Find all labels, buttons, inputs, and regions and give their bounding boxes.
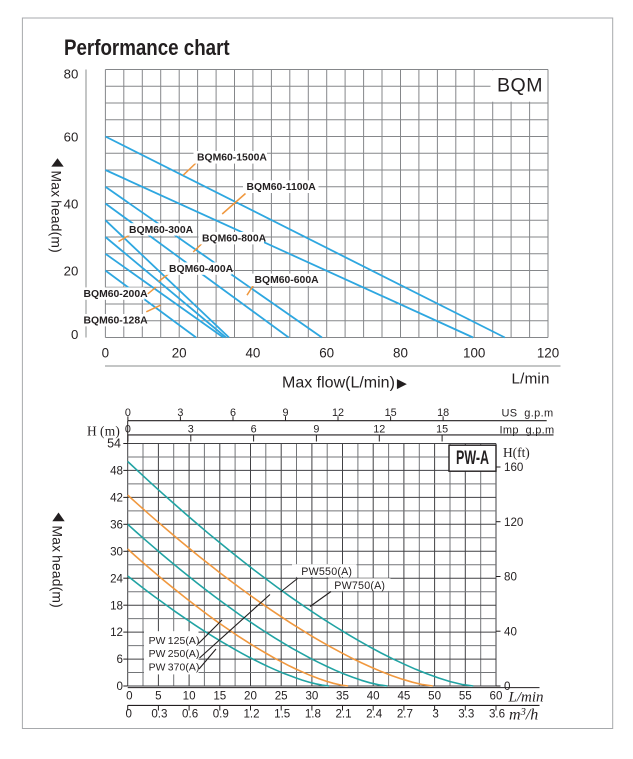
svg-text:30: 30 — [305, 690, 318, 703]
svg-text:40: 40 — [64, 196, 79, 211]
svg-text:0: 0 — [504, 680, 510, 693]
svg-text:US g.p.m: US g.p.m — [502, 407, 554, 419]
svg-text:BQM60-600A: BQM60-600A — [255, 275, 320, 286]
svg-text:42: 42 — [110, 492, 123, 505]
svg-text:20: 20 — [172, 345, 187, 360]
svg-text:12: 12 — [373, 424, 385, 436]
svg-text:12: 12 — [332, 407, 344, 419]
svg-text:55: 55 — [459, 690, 472, 703]
svg-text:0.6: 0.6 — [182, 708, 198, 721]
svg-text:40: 40 — [245, 345, 260, 360]
svg-text:3: 3 — [188, 424, 194, 436]
svg-text:60: 60 — [319, 345, 334, 360]
svg-text:BQM60-128A: BQM60-128A — [84, 316, 149, 327]
svg-text:6: 6 — [117, 653, 123, 666]
svg-text:120: 120 — [537, 345, 559, 360]
svg-text:48: 48 — [110, 465, 123, 478]
svg-text:20: 20 — [64, 263, 79, 278]
svg-text:9: 9 — [282, 407, 288, 419]
svg-text:30: 30 — [110, 545, 123, 558]
svg-text:BQM60-400A: BQM60-400A — [169, 264, 234, 275]
svg-text:m3/h: m3/h — [509, 707, 538, 724]
svg-text:0: 0 — [125, 708, 131, 721]
svg-text:36: 36 — [110, 518, 123, 531]
svg-text:BQM: BQM — [497, 75, 543, 97]
svg-text:160: 160 — [504, 461, 523, 474]
svg-text:PW 125(A): PW 125(A) — [149, 636, 200, 647]
svg-text:0.3: 0.3 — [151, 708, 167, 721]
svg-text:BQM60-300A: BQM60-300A — [129, 225, 194, 236]
svg-text:2.7: 2.7 — [397, 708, 413, 721]
svg-text:1.8: 1.8 — [305, 708, 321, 721]
svg-text:40: 40 — [504, 625, 517, 638]
svg-text:H(ft): H(ft) — [503, 445, 530, 460]
svg-text:24: 24 — [110, 572, 123, 585]
svg-text:50: 50 — [428, 690, 441, 703]
svg-text:80: 80 — [64, 67, 79, 82]
svg-text:0: 0 — [71, 327, 78, 342]
svg-text:45: 45 — [397, 690, 410, 703]
svg-text:PW 250(A): PW 250(A) — [149, 649, 200, 660]
svg-text:3.6: 3.6 — [489, 708, 505, 721]
svg-text:18: 18 — [110, 599, 123, 612]
svg-text:PW550(A): PW550(A) — [301, 566, 352, 578]
svg-text:L/min: L/min — [508, 690, 544, 706]
svg-text:15: 15 — [385, 407, 397, 419]
svg-text:PW 370(A): PW 370(A) — [149, 663, 200, 674]
svg-text:3: 3 — [432, 708, 438, 721]
svg-text:5: 5 — [155, 690, 161, 703]
svg-text:Max flow(L/min)▶: Max flow(L/min) ▶ — [282, 375, 407, 392]
svg-text:1.2: 1.2 — [243, 708, 259, 721]
svg-text:60: 60 — [64, 129, 79, 144]
svg-text:10: 10 — [183, 690, 196, 703]
svg-text:0.9: 0.9 — [213, 708, 229, 721]
svg-text:BQM60-800A: BQM60-800A — [202, 234, 267, 245]
svg-text:40: 40 — [367, 690, 380, 703]
svg-text:25: 25 — [275, 690, 288, 703]
svg-text:3: 3 — [177, 407, 183, 419]
svg-text:18: 18 — [437, 407, 449, 419]
svg-text:120: 120 — [504, 516, 523, 529]
svg-text:BQM60-200A: BQM60-200A — [84, 289, 149, 300]
svg-text:0: 0 — [117, 680, 123, 693]
svg-text:35: 35 — [336, 690, 349, 703]
svg-text:20: 20 — [244, 690, 257, 703]
svg-text:80: 80 — [504, 571, 517, 584]
svg-text:6: 6 — [230, 407, 236, 419]
svg-text:80: 80 — [393, 345, 408, 360]
svg-text:2.4: 2.4 — [366, 708, 383, 721]
svg-text:6: 6 — [251, 424, 257, 436]
svg-text:15: 15 — [436, 424, 448, 436]
svg-text:BQM60-1500A: BQM60-1500A — [197, 153, 267, 164]
svg-text:H (m): H (m) — [87, 424, 120, 439]
svg-text:PW750(A): PW750(A) — [334, 580, 385, 592]
svg-text:12: 12 — [110, 626, 123, 639]
svg-text:9: 9 — [313, 424, 319, 436]
svg-text:54: 54 — [107, 436, 121, 450]
svg-text:Max head(m): Max head(m) — [50, 526, 65, 608]
svg-text:1.5: 1.5 — [274, 708, 290, 721]
svg-text:60: 60 — [490, 690, 503, 703]
svg-text:Max head(m): Max head(m) — [49, 171, 64, 253]
svg-text:0: 0 — [102, 345, 109, 360]
svg-text:BQM60-1100A: BQM60-1100A — [247, 182, 317, 193]
svg-text:2.1: 2.1 — [335, 708, 351, 721]
svg-text:L/min: L/min — [512, 371, 550, 388]
svg-text:3.3: 3.3 — [458, 708, 474, 721]
svg-text:0: 0 — [125, 407, 131, 419]
svg-text:100: 100 — [463, 345, 485, 360]
svg-text:15: 15 — [213, 690, 226, 703]
svg-text:0: 0 — [126, 690, 132, 703]
svg-text:Imp g.p.m: Imp g.p.m — [500, 424, 555, 436]
svg-text:PW-A: PW-A — [456, 448, 489, 469]
